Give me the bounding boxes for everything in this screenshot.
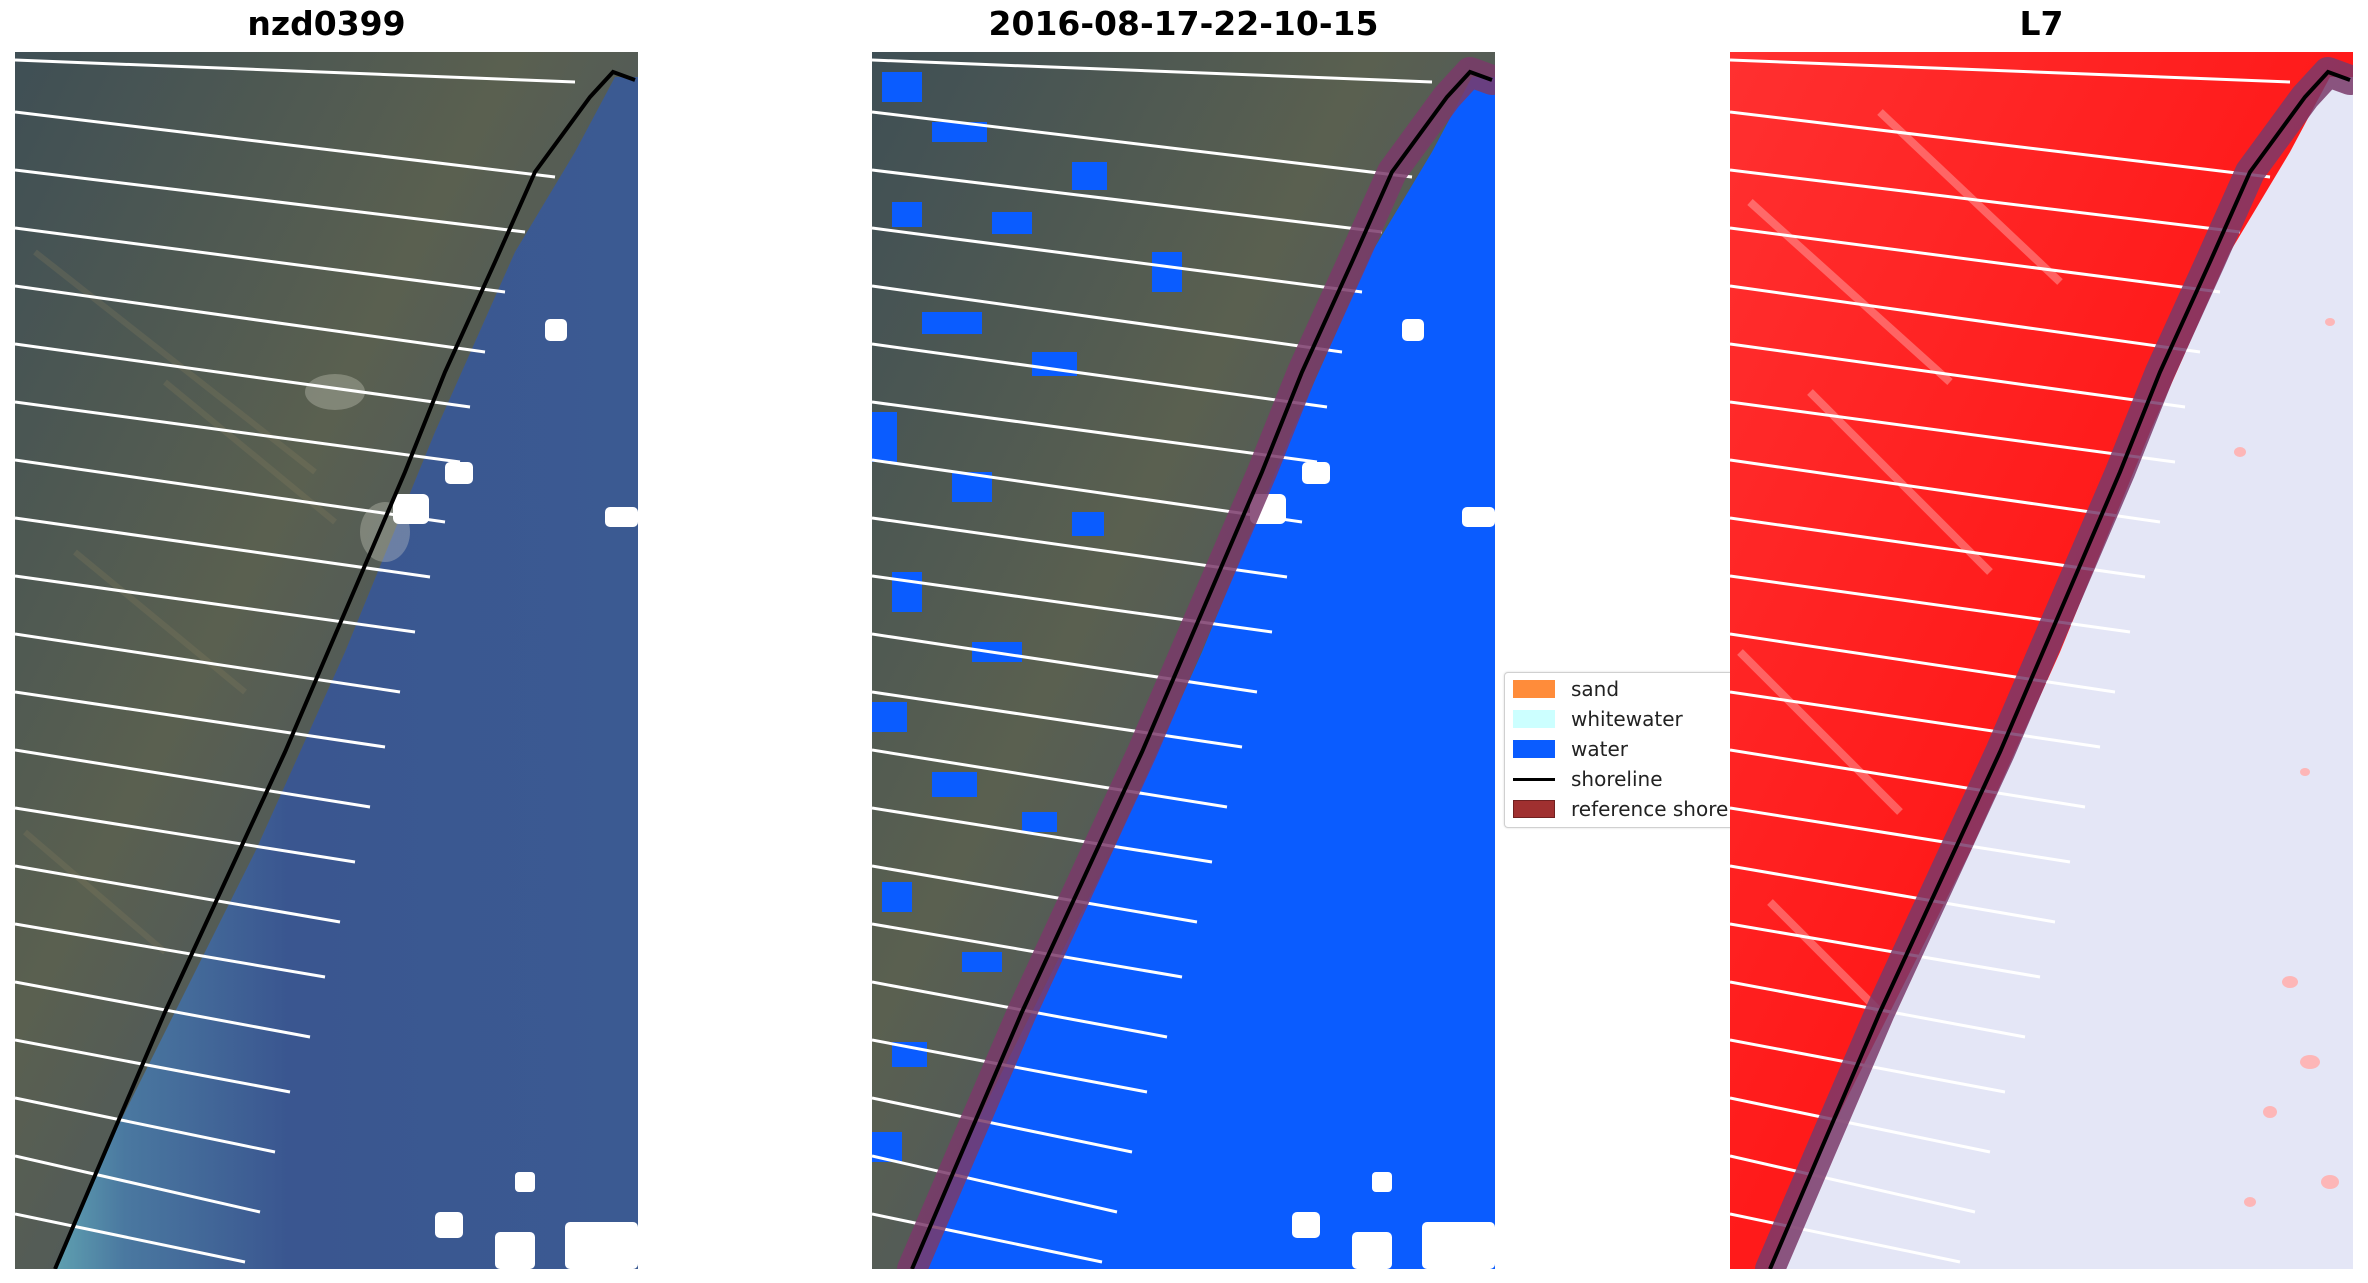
panel-title-3: L7 (2019, 4, 2064, 43)
legend-label: reference shoreline (1571, 797, 1734, 821)
legend-label: whitewater (1571, 707, 1683, 731)
sand-swatch (1513, 680, 1555, 698)
legend-item-shoreline: shoreline (1513, 767, 1663, 791)
panel-title-1: nzd0399 (247, 4, 406, 43)
panel-title-2: 2016-08-17-22-10-15 (988, 4, 1379, 43)
classification-image (872, 52, 1495, 1269)
classification-panel (872, 52, 1495, 1269)
index-panel (1730, 52, 2353, 1269)
legend-item-sand: sand (1513, 677, 1619, 701)
legend-item-water: water (1513, 737, 1628, 761)
legend-item-whitewater: whitewater (1513, 707, 1683, 731)
shoreline-swatch (1513, 770, 1555, 788)
rgb-image-panel (15, 52, 638, 1269)
legend-item-reference-shoreline: reference shoreline (1513, 797, 1734, 821)
reference-shoreline-swatch (1513, 800, 1555, 818)
legend-label: water (1571, 737, 1628, 761)
whitewater-swatch (1513, 710, 1555, 728)
legend: sand whitewater water shoreline referenc… (1504, 672, 1734, 828)
legend-label: sand (1571, 677, 1620, 701)
rgb-image (15, 52, 638, 1269)
index-image (1730, 52, 2353, 1269)
legend-label: shoreline (1571, 767, 1663, 791)
water-swatch (1513, 740, 1555, 758)
